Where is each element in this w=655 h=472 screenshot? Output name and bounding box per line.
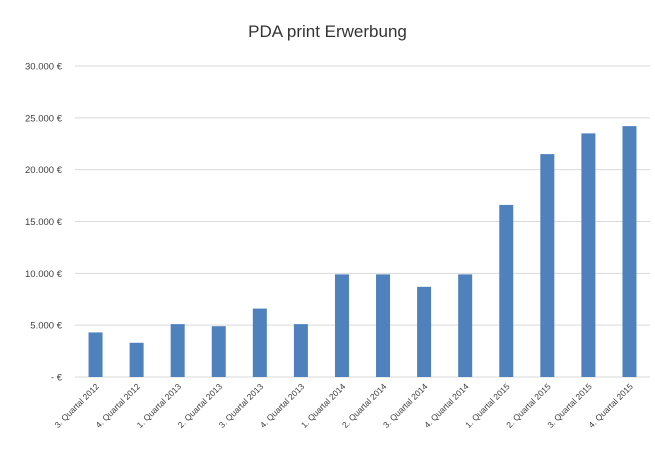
bar bbox=[458, 274, 473, 377]
y-tick-label: 30.000 € bbox=[25, 62, 63, 73]
bar bbox=[540, 154, 555, 377]
bar bbox=[293, 324, 308, 377]
y-tick-label: 20.000 € bbox=[25, 165, 63, 176]
gridlines bbox=[75, 65, 650, 378]
bar bbox=[499, 204, 514, 377]
bar bbox=[88, 332, 103, 377]
bar bbox=[129, 342, 144, 377]
bar bbox=[170, 324, 185, 377]
bar bbox=[376, 274, 391, 377]
bar bbox=[211, 326, 226, 377]
bar bbox=[252, 308, 267, 377]
bar bbox=[581, 133, 596, 377]
bar bbox=[417, 286, 432, 377]
y-tick-label: - € bbox=[51, 373, 63, 384]
bars bbox=[88, 126, 637, 377]
y-tick-label: 5.000 € bbox=[30, 321, 62, 332]
y-axis-ticks: - € 5.000 € 10.000 € 15.000 € 20.000 € 25.000… bbox=[25, 62, 63, 384]
bar bbox=[622, 126, 637, 377]
y-tick-label: 25.000 € bbox=[25, 113, 63, 124]
y-tick-label: 10.000 € bbox=[25, 269, 63, 280]
y-tick-label: 15.000 € bbox=[25, 217, 63, 228]
bar bbox=[334, 274, 349, 377]
chart-title: PDA print Erwerbung bbox=[248, 22, 407, 41]
